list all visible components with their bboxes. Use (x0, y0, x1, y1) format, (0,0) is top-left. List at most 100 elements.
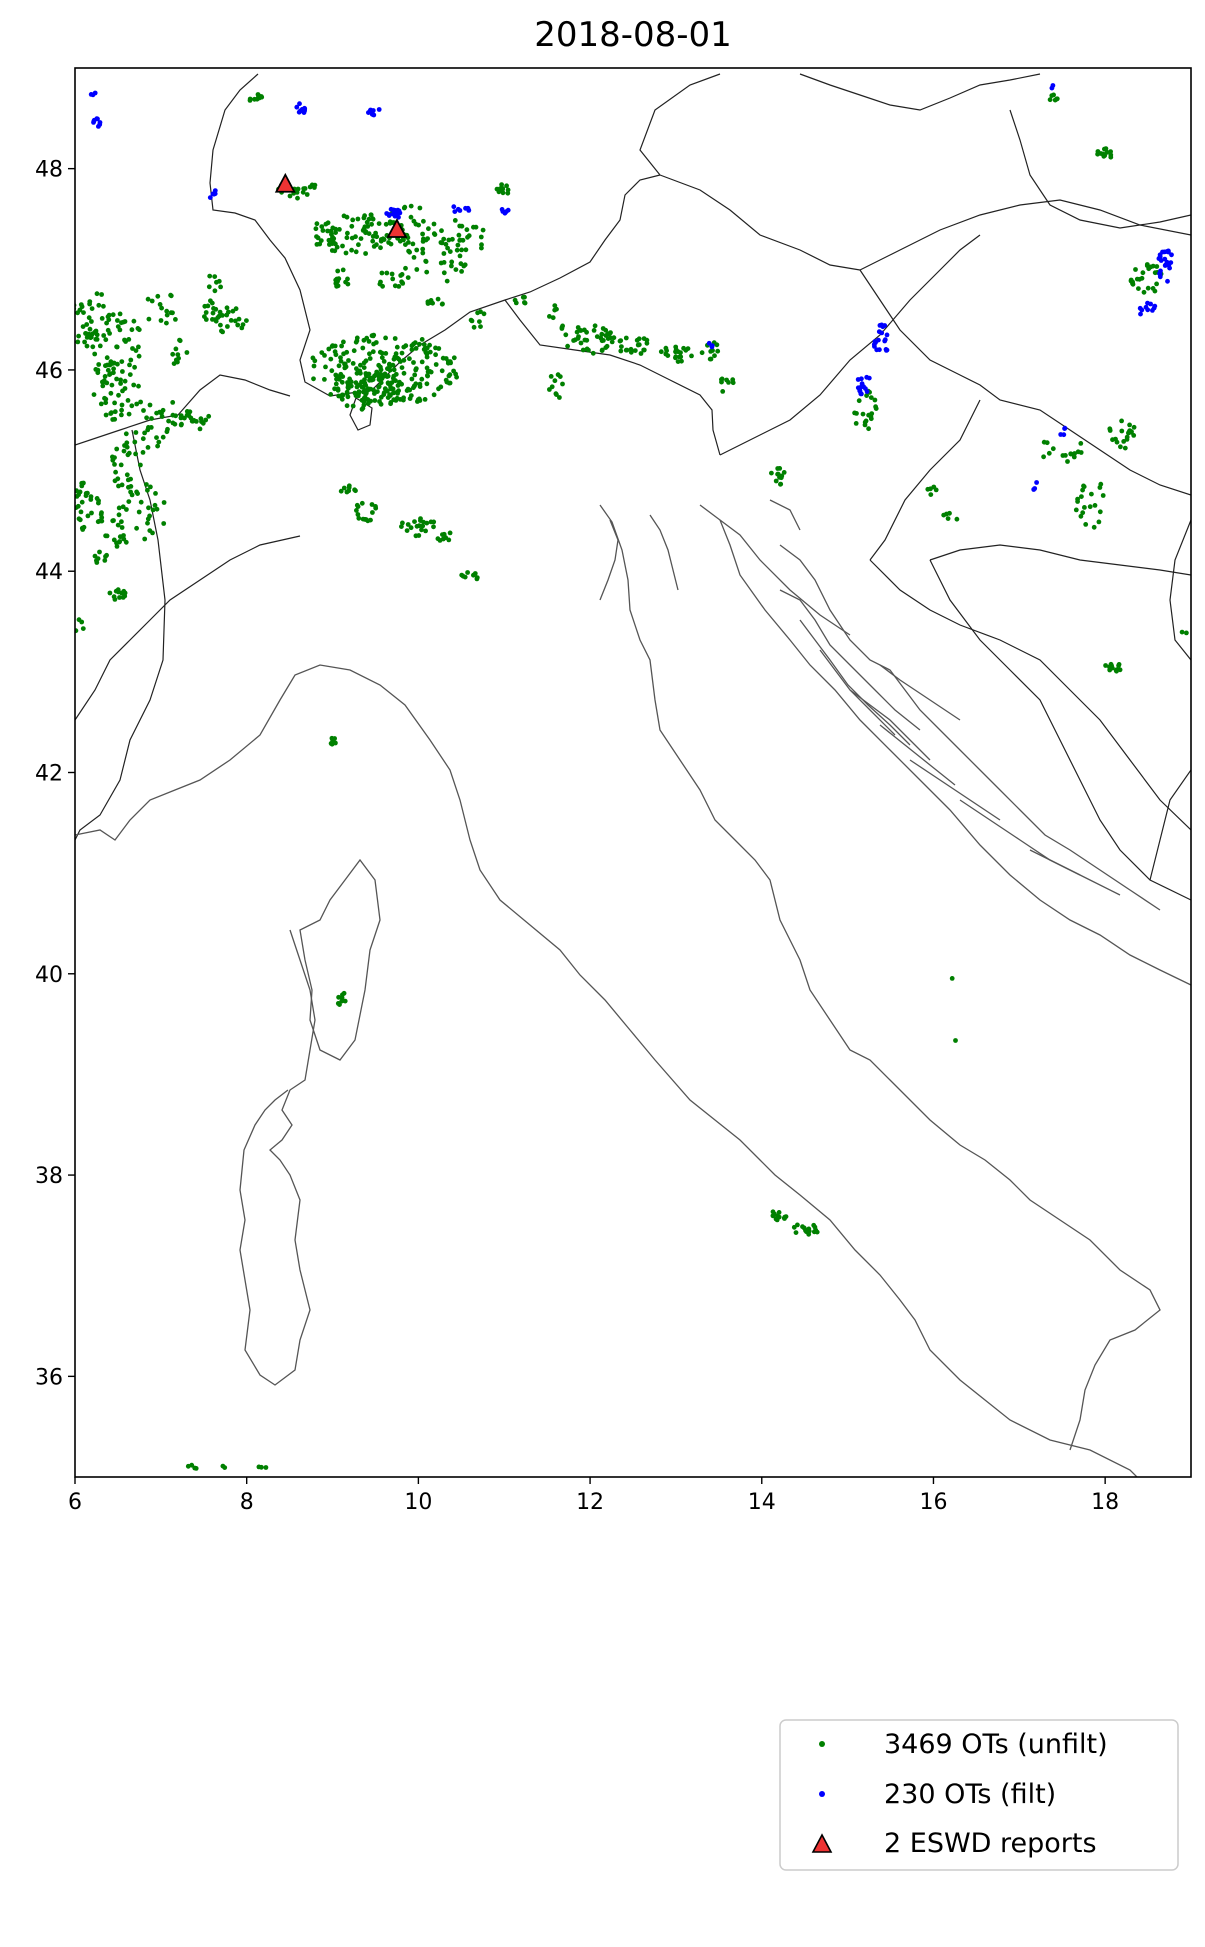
ot-point-unfiltered (416, 222, 421, 228)
ot-point-unfiltered (142, 430, 148, 436)
ot-point-unfiltered (726, 380, 731, 385)
ot-point-unfiltered (134, 401, 140, 407)
ot-point-unfiltered (431, 392, 437, 398)
ot-point-unfiltered (353, 488, 358, 494)
ot-point-unfiltered (381, 373, 387, 379)
ot-point-unfiltered (806, 1226, 812, 1232)
ot-point-unfiltered (400, 280, 405, 286)
ot-point-unfiltered (121, 448, 127, 454)
ot-point-unfiltered (350, 403, 356, 409)
ot-point-unfiltered (478, 324, 483, 329)
ot-point-unfiltered (118, 377, 123, 383)
ot-point-unfiltered (215, 315, 221, 320)
eswd-report-marker (386, 218, 408, 238)
ot-point-unfiltered (164, 312, 170, 318)
ot-point-unfiltered (424, 365, 430, 371)
ot-point-unfiltered (500, 190, 506, 196)
ot-point-unfiltered (522, 300, 527, 305)
ot-point-unfiltered (1131, 424, 1137, 430)
ot-point-unfiltered (447, 249, 453, 255)
ot-point-unfiltered (386, 240, 391, 245)
ot-point-unfiltered (103, 554, 108, 559)
legend: 3469 OTs (unfilt) 230 OTs (filt) 2 ESWD … (779, 1719, 1179, 1871)
ot-point-unfiltered (560, 323, 565, 329)
ot-point-unfiltered (95, 370, 101, 376)
ot-point-unfiltered (75, 503, 81, 509)
ot-point-unfiltered (125, 398, 131, 403)
ot-point-filtered (1166, 249, 1171, 255)
ot-point-unfiltered (623, 335, 629, 341)
ot-point-filtered (1168, 260, 1174, 265)
ot-point-unfiltered (326, 346, 332, 352)
ot-point-unfiltered (389, 380, 395, 385)
ot-point-unfiltered (447, 372, 453, 378)
ot-point-unfiltered (158, 318, 164, 323)
ot-point-unfiltered (119, 407, 124, 413)
ot-point-unfiltered (346, 358, 351, 363)
ot-point-unfiltered (428, 519, 434, 525)
ot-point-unfiltered (119, 359, 125, 364)
ot-point-unfiltered (128, 357, 134, 363)
ot-point-filtered (1156, 256, 1162, 261)
ot-point-unfiltered (1046, 450, 1052, 456)
ot-point-unfiltered (370, 216, 376, 222)
ot-point-unfiltered (468, 317, 474, 323)
ot-point-unfiltered (233, 318, 238, 324)
ot-point-unfiltered (403, 265, 408, 271)
ot-point-unfiltered (399, 272, 405, 277)
ot-point-unfiltered (110, 361, 115, 366)
ot-point-unfiltered (103, 400, 109, 406)
y-tick-label: 40 (35, 963, 63, 988)
ot-point-unfiltered (412, 372, 418, 378)
ot-point-unfiltered (329, 231, 334, 237)
ot-point-unfiltered (443, 356, 449, 361)
ot-point-unfiltered (141, 408, 146, 413)
ot-point-unfiltered (1079, 494, 1084, 499)
ot-point-filtered (396, 214, 401, 220)
ot-point-unfiltered (795, 1222, 800, 1228)
ot-point-filtered (366, 110, 371, 115)
ot-point-unfiltered (144, 482, 149, 487)
ot-point-unfiltered (110, 454, 115, 460)
ot-point-filtered (1137, 305, 1143, 311)
ot-point-unfiltered (1109, 663, 1114, 669)
ot-point-unfiltered (675, 359, 681, 364)
ot-point-unfiltered (793, 1230, 799, 1235)
ot-point-unfiltered (94, 332, 100, 338)
ot-point-unfiltered (603, 333, 609, 338)
ot-point-unfiltered (1108, 149, 1113, 155)
ot-point-unfiltered (147, 528, 153, 533)
ot-point-unfiltered (122, 443, 127, 448)
ot-point-unfiltered (663, 351, 669, 357)
ot-point-unfiltered (1154, 281, 1159, 287)
ot-point-unfiltered (145, 296, 151, 302)
ot-point-filtered (297, 101, 302, 107)
ot-point-unfiltered (370, 510, 375, 515)
ot-point-unfiltered (206, 284, 212, 290)
ot-point-unfiltered (769, 470, 774, 476)
ot-point-filtered (391, 207, 396, 213)
ot-point-unfiltered (394, 395, 400, 401)
ot-point-unfiltered (699, 350, 705, 356)
ot-point-unfiltered (247, 98, 253, 103)
ot-point-unfiltered (363, 229, 369, 235)
ot-point-unfiltered (94, 558, 99, 563)
ot-point-unfiltered (154, 410, 160, 416)
ot-point-unfiltered (944, 511, 949, 517)
ot-point-unfiltered (333, 230, 338, 236)
ot-point-unfiltered (333, 226, 338, 232)
ot-point-unfiltered (346, 483, 352, 489)
ot-point-unfiltered (379, 270, 385, 276)
ot-point-unfiltered (382, 386, 388, 392)
ot-point-unfiltered (439, 301, 445, 307)
ot-point-unfiltered (598, 335, 604, 341)
ot-point-unfiltered (421, 342, 427, 347)
ot-point-unfiltered (374, 234, 380, 240)
ot-point-unfiltered (94, 291, 100, 297)
ot-point-unfiltered (1179, 629, 1185, 635)
ot-point-unfiltered (344, 389, 350, 395)
ot-point-unfiltered (344, 235, 350, 241)
ot-point-unfiltered (178, 422, 184, 428)
ot-point-unfiltered (112, 416, 118, 422)
ot-point-unfiltered (87, 326, 93, 332)
